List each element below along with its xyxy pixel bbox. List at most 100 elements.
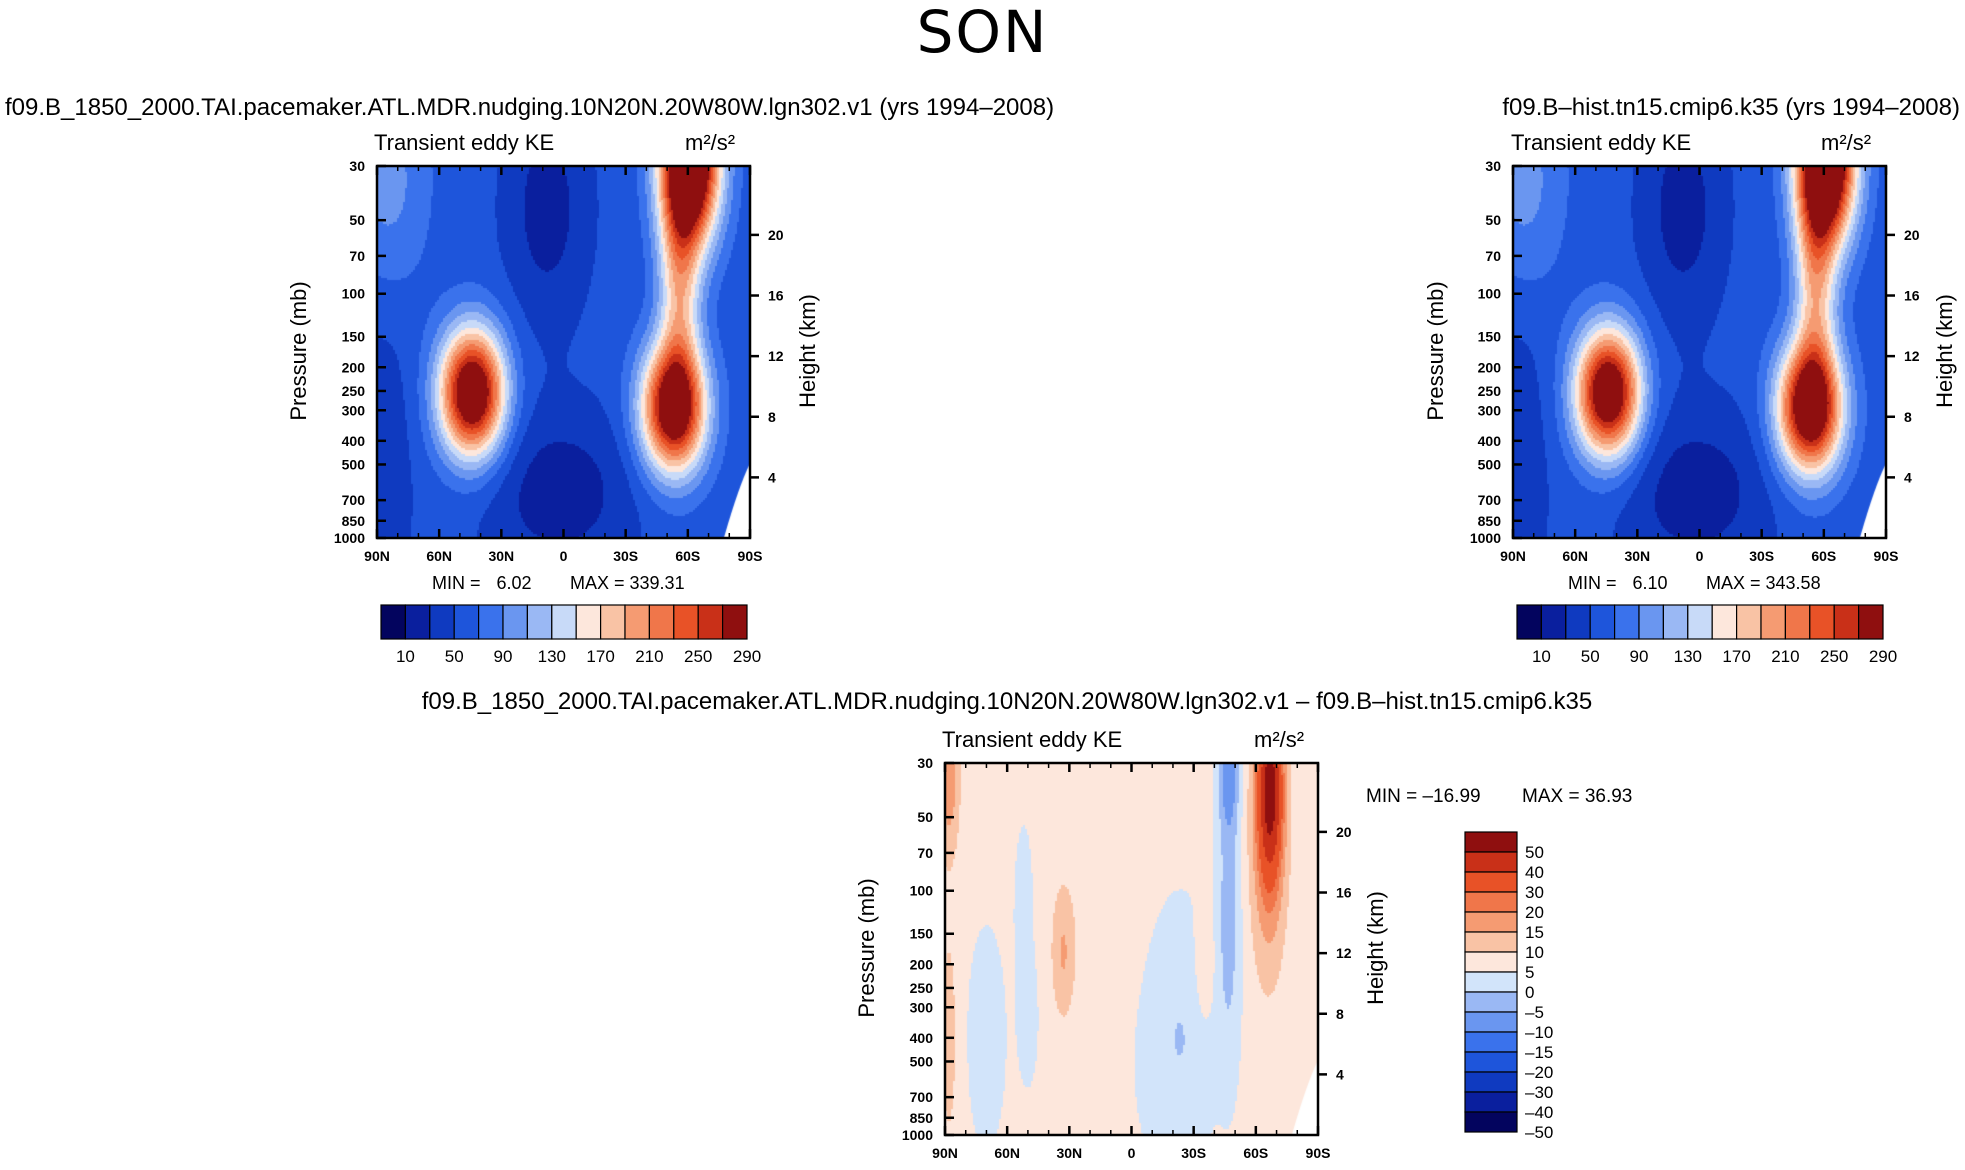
y-tick-label: 400 [342, 433, 366, 449]
y-tick-label: 150 [342, 329, 366, 345]
height-tick-label: 16 [768, 288, 784, 304]
panel-1-contour-field [377, 166, 750, 538]
colorbar-swatch [404, 604, 431, 640]
height-tick-label: 8 [1336, 1006, 1344, 1022]
colorbar-swatch [599, 604, 626, 640]
height-tick-label: 20 [1904, 227, 1920, 243]
height-tick-label: 4 [1904, 469, 1912, 485]
x-tick-label: 0 [560, 548, 568, 564]
colorbar-label: –20 [1525, 1063, 1553, 1082]
x-tick-label: 30N [1056, 1145, 1082, 1161]
colorbar-swatch [1464, 1091, 1518, 1113]
colorbar-swatch [1662, 604, 1689, 640]
y-tick-label: 1000 [1470, 530, 1501, 546]
colorbar-swatch [1464, 911, 1518, 933]
panel-2-y-axis-label: Pressure (mb) [1423, 281, 1448, 420]
colorbar-swatch [1464, 931, 1518, 953]
x-tick-label: 60S [1811, 548, 1836, 564]
height-tick-label: 16 [1336, 885, 1352, 901]
colorbar-swatch [1857, 604, 1884, 640]
y-tick-label: 300 [910, 999, 934, 1015]
colorbar-label: 50 [445, 647, 464, 666]
y-tick-label: 850 [910, 1110, 934, 1126]
colorbar-label: –5 [1525, 1003, 1544, 1022]
x-tick-label: 60S [675, 548, 700, 564]
colorbar-label: 10 [1532, 647, 1551, 666]
y-tick-label: 1000 [902, 1127, 933, 1143]
colorbar-swatch [1516, 604, 1542, 640]
colorbar-swatch [673, 604, 699, 640]
colorbar-label: 290 [1869, 647, 1897, 666]
panel-1-y-axis-label-right: Height (km) [795, 294, 820, 408]
colorbar-swatch [1833, 604, 1860, 640]
height-tick-label: 12 [1904, 348, 1920, 364]
panel-1-min-label: MIN = [432, 573, 481, 593]
colorbar-swatch [551, 604, 577, 640]
colorbar-label: 0 [1525, 983, 1534, 1002]
y-tick-label: 700 [1478, 492, 1502, 508]
panel-3-contour-field [945, 763, 1318, 1135]
colorbar-label: –30 [1525, 1083, 1553, 1102]
y-tick-label: 100 [910, 883, 934, 899]
colorbar-label: 130 [538, 647, 566, 666]
panel-2-min-label: MIN = [1568, 573, 1617, 593]
colorbar-label: 250 [1820, 647, 1848, 666]
height-tick-label: 20 [1336, 824, 1352, 840]
panel-2: f09.B–hist.tn15.cmip6.k35 (yrs 1994–2008… [1423, 94, 1960, 666]
x-tick-label: 60N [994, 1145, 1020, 1161]
colorbar-label: 30 [1525, 883, 1544, 902]
height-tick-label: 12 [1336, 945, 1352, 961]
colorbar-label: 170 [586, 647, 614, 666]
colorbar-swatch [1613, 604, 1640, 640]
x-tick-label: 0 [1696, 548, 1704, 564]
y-tick-label: 250 [342, 383, 366, 399]
colorbar-label: –40 [1525, 1103, 1553, 1122]
y-tick-label: 1000 [334, 530, 365, 546]
colorbar-swatch [1464, 851, 1518, 873]
height-tick-label: 20 [768, 227, 784, 243]
colorbar-label: 15 [1525, 923, 1544, 942]
panel-1-run-title: f09.B_1850_2000.TAI.pacemaker.ATL.MDR.nu… [5, 94, 1054, 121]
panel-3-y-axis-label-right: Height (km) [1363, 891, 1388, 1005]
colorbar-label: 10 [396, 647, 415, 666]
y-tick-label: 70 [917, 845, 933, 861]
colorbar-label: –50 [1525, 1123, 1553, 1142]
colorbar-swatch [1809, 604, 1835, 640]
y-tick-label: 50 [349, 212, 365, 228]
colorbar-label: 130 [1674, 647, 1702, 666]
colorbar-swatch [1464, 1051, 1518, 1073]
x-tick-label: 90N [364, 548, 390, 564]
colorbar-swatch [1638, 604, 1664, 640]
colorbar-swatch [1464, 991, 1518, 1013]
panel-3-max-label: MAX = 36.93 [1522, 786, 1632, 807]
y-tick-label: 500 [1478, 456, 1502, 472]
colorbar-swatch [1464, 891, 1518, 913]
panel-3-y-axis-label: Pressure (mb) [854, 878, 879, 1017]
x-tick-label: 0 [1128, 1145, 1136, 1161]
panel-1-min-value: 6.02 [496, 573, 531, 593]
y-tick-label: 850 [1478, 513, 1502, 529]
colorbar-swatch [478, 604, 504, 640]
colorbar-swatch [648, 604, 675, 640]
y-tick-label: 250 [1478, 383, 1502, 399]
panel-2-variable-label: Transient eddy KE [1511, 130, 1691, 155]
page-title: SON [916, 0, 1049, 66]
y-tick-label: 100 [1478, 286, 1502, 302]
panel-2-min-value: 6.10 [1632, 573, 1667, 593]
colorbar-label: 50 [1525, 843, 1544, 862]
height-tick-label: 8 [1904, 409, 1912, 425]
y-tick-label: 50 [917, 809, 933, 825]
x-tick-label: 60N [1562, 548, 1588, 564]
colorbar-swatch [1464, 831, 1518, 853]
colorbar-label: 5 [1525, 963, 1534, 982]
colorbar-swatch [624, 604, 650, 640]
colorbar-swatch [1589, 604, 1616, 640]
colorbar-swatch [1711, 604, 1738, 640]
x-tick-label: 30N [1624, 548, 1650, 564]
colorbar-label: 170 [1722, 647, 1750, 666]
x-tick-label: 90S [1874, 548, 1899, 564]
panel-2-max-label: MAX = 343.58 [1706, 573, 1821, 593]
x-tick-label: 30S [1181, 1145, 1206, 1161]
colorbar-swatch [1464, 1111, 1518, 1133]
